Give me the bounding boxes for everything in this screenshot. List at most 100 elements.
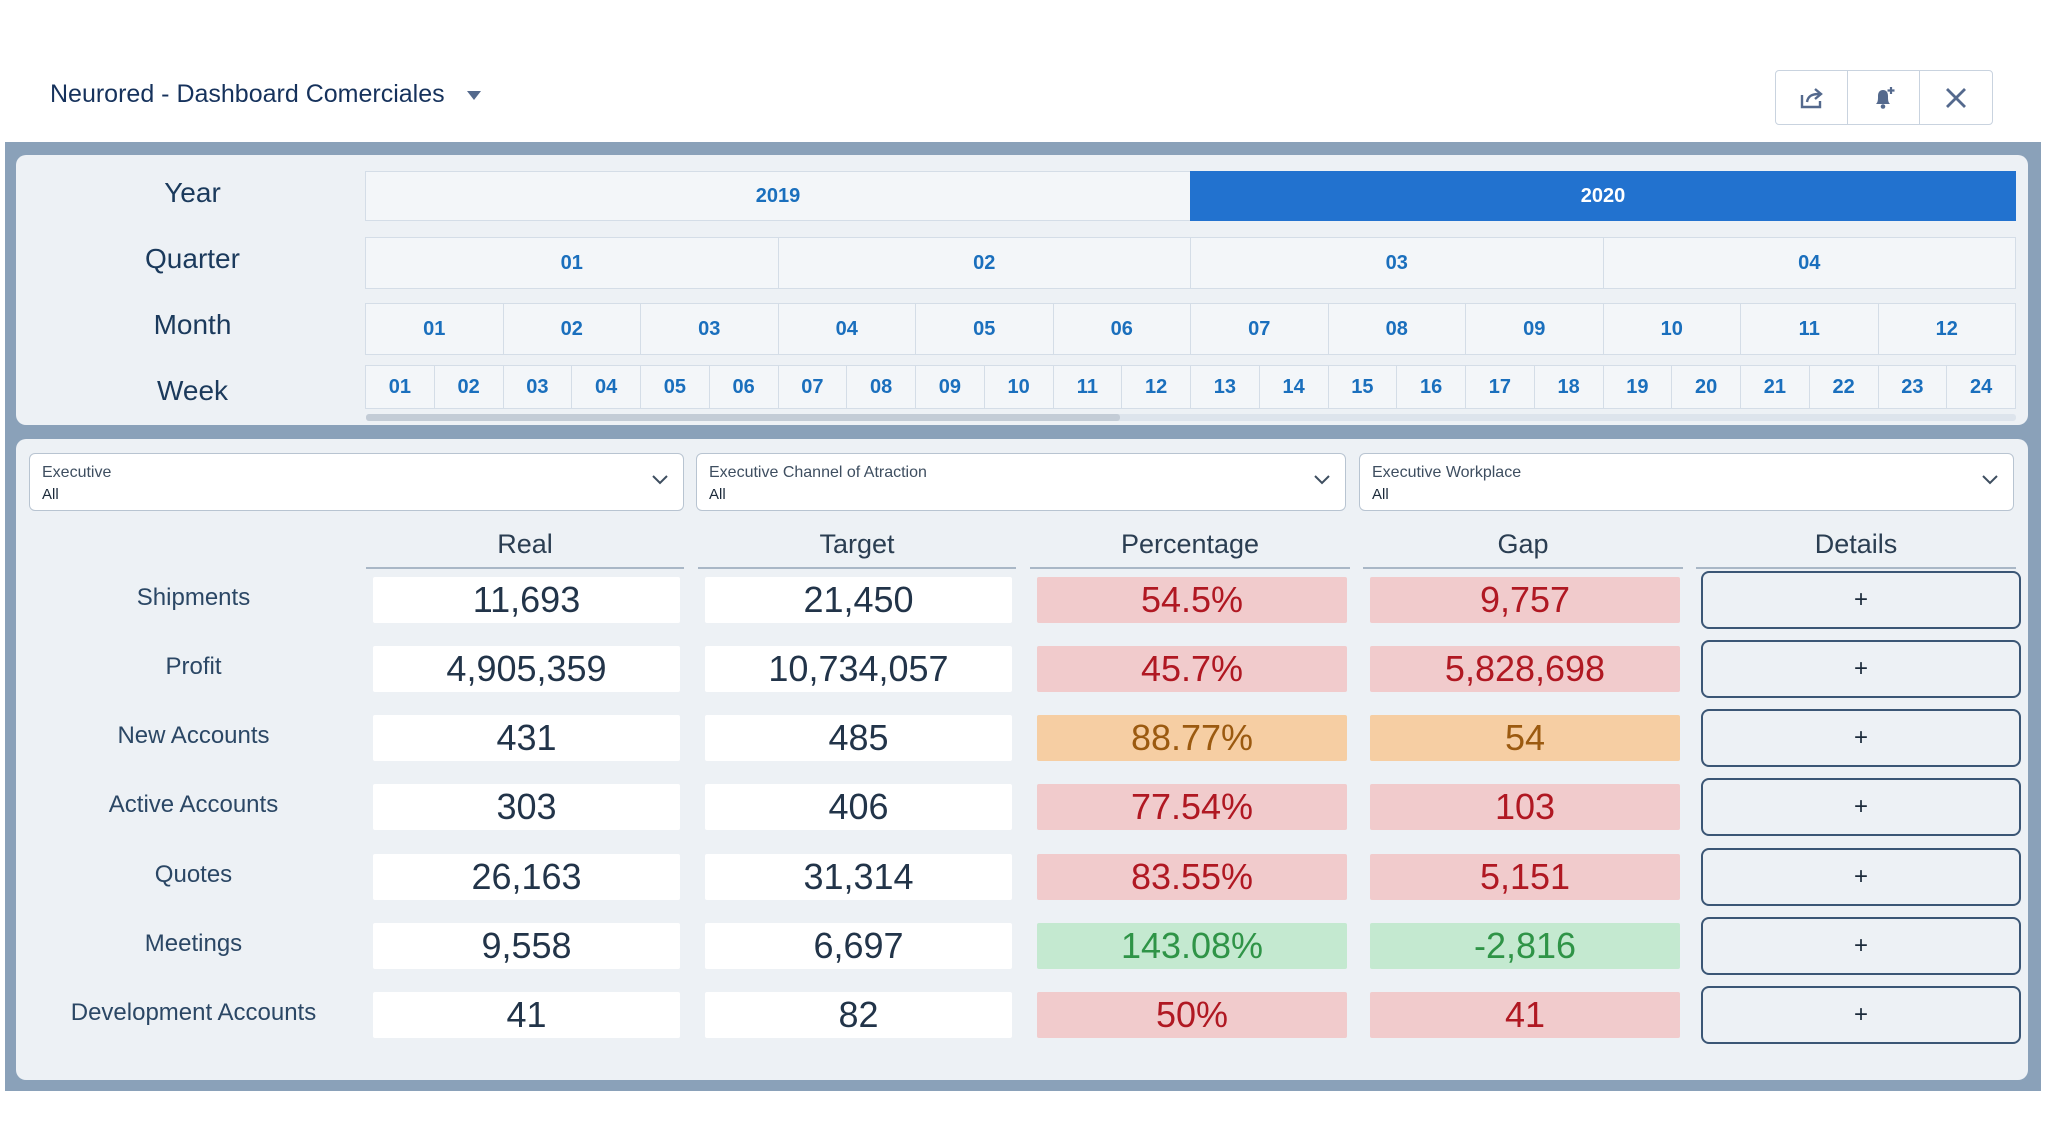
- caret-down-icon[interactable]: [466, 91, 481, 100]
- dropdown-label: Executive Workplace: [1372, 464, 1522, 481]
- week-option[interactable]: 09: [915, 365, 985, 409]
- week-option[interactable]: 07: [777, 365, 848, 409]
- channel-dropdown[interactable]: Executive Channel of Atraction All: [696, 453, 1346, 511]
- row-label: Quotes: [154, 861, 233, 888]
- week-option[interactable]: 04: [571, 365, 641, 409]
- percentage-value: 45.7%: [1037, 646, 1347, 692]
- gap-value: 9,757: [1370, 577, 1680, 623]
- workplace-dropdown[interactable]: Executive Workplace All: [1359, 453, 2014, 511]
- quarter-option[interactable]: 04: [1602, 237, 2016, 289]
- week-option[interactable]: 21: [1740, 365, 1810, 409]
- gap-value: 103: [1370, 784, 1680, 830]
- week-scrollbar-thumb[interactable]: [366, 414, 1120, 421]
- chevron-down-icon: [1982, 475, 1998, 485]
- week-option[interactable]: 16: [1396, 365, 1466, 409]
- month-option[interactable]: 09: [1465, 303, 1604, 355]
- details-button[interactable]: +: [1701, 917, 2021, 975]
- month-option[interactable]: 02: [502, 303, 641, 355]
- week-option[interactable]: 06: [708, 365, 779, 409]
- week-option[interactable]: 02: [433, 365, 504, 409]
- close-icon: [1946, 87, 1966, 108]
- dashboard-frame: Year Quarter Month Week 2019 2020 01 02 …: [5, 142, 2041, 1091]
- quarter-option[interactable]: 02: [777, 237, 1191, 289]
- percentage-value: 77.54%: [1037, 784, 1347, 830]
- row-label: Profit: [165, 653, 222, 680]
- week-option[interactable]: 12: [1121, 365, 1191, 409]
- month-option[interactable]: 07: [1190, 303, 1329, 355]
- details-button[interactable]: +: [1701, 640, 2021, 698]
- details-button[interactable]: +: [1701, 848, 2021, 906]
- month-option[interactable]: 10: [1602, 303, 1741, 355]
- year-option-2019[interactable]: 2019: [365, 171, 1191, 221]
- year-selector: 2019 2020: [365, 171, 2016, 221]
- target-value: 82: [705, 992, 1012, 1038]
- gap-value: 5,828,698: [1370, 646, 1680, 692]
- row-label: Active Accounts: [108, 791, 279, 818]
- week-option[interactable]: 17: [1465, 365, 1535, 409]
- real-value: 26,163: [373, 854, 680, 900]
- month-option[interactable]: 03: [640, 303, 779, 355]
- week-scrollbar[interactable]: [366, 414, 2016, 421]
- week-option[interactable]: 22: [1808, 365, 1879, 409]
- week-option[interactable]: 19: [1602, 365, 1673, 409]
- share-icon: [1800, 87, 1823, 108]
- dashboard-header: Neurored - Dashboard Comerciales: [5, 60, 2041, 142]
- week-option[interactable]: 10: [983, 365, 1054, 409]
- week-option[interactable]: 24: [1946, 365, 2016, 409]
- real-value: 303: [373, 784, 680, 830]
- quarter-label: Quarter: [145, 243, 240, 274]
- subscribe-button[interactable]: [1848, 71, 1920, 124]
- week-option[interactable]: 01: [365, 365, 435, 409]
- week-option[interactable]: 18: [1533, 365, 1604, 409]
- percentage-value: 50%: [1037, 992, 1347, 1038]
- row-label: Shipments: [136, 584, 251, 611]
- quarter-selector: 01 02 03 04: [365, 237, 2016, 289]
- real-value: 9,558: [373, 923, 680, 969]
- week-option[interactable]: 11: [1052, 365, 1123, 409]
- percentage-value: 54.5%: [1037, 577, 1347, 623]
- column-header-real: Real: [366, 529, 684, 569]
- week-selector: 01 02 03 04 05 06 07 08 09 10 11 12 13 1…: [365, 365, 2016, 409]
- column-header-target: Target: [698, 529, 1016, 569]
- month-option[interactable]: 06: [1052, 303, 1191, 355]
- kpi-panel: Executive All Executive Channel of Atrac…: [16, 439, 2028, 1080]
- year-option-2020[interactable]: 2020: [1190, 171, 2016, 221]
- week-option[interactable]: 23: [1877, 365, 1948, 409]
- real-value: 41: [373, 992, 680, 1038]
- week-option[interactable]: 15: [1327, 365, 1398, 409]
- target-value: 485: [705, 715, 1012, 761]
- dashboard-title: Neurored - Dashboard Comerciales: [50, 80, 445, 108]
- month-option[interactable]: 05: [915, 303, 1054, 355]
- date-filter-panel: Year Quarter Month Week 2019 2020 01 02 …: [16, 155, 2028, 425]
- chevron-down-icon: [1314, 475, 1330, 485]
- details-button[interactable]: +: [1701, 986, 2021, 1044]
- close-button[interactable]: [1920, 71, 1992, 124]
- real-value: 4,905,359: [373, 646, 680, 692]
- real-value: 11,693: [373, 577, 680, 623]
- month-option[interactable]: 04: [777, 303, 916, 355]
- week-label: Week: [156, 375, 229, 406]
- details-button[interactable]: +: [1701, 571, 2021, 629]
- quarter-option[interactable]: 01: [365, 237, 779, 289]
- week-option[interactable]: 14: [1258, 365, 1329, 409]
- week-option[interactable]: 13: [1190, 365, 1260, 409]
- month-option[interactable]: 08: [1327, 303, 1466, 355]
- share-button[interactable]: [1776, 71, 1848, 124]
- month-option[interactable]: 01: [365, 303, 504, 355]
- details-button[interactable]: +: [1701, 709, 2021, 767]
- quarter-option[interactable]: 03: [1190, 237, 1604, 289]
- dashboard-title-picker[interactable]: Neurored - Dashboard Comerciales: [50, 80, 481, 109]
- details-button[interactable]: +: [1701, 778, 2021, 836]
- executive-dropdown[interactable]: Executive All: [29, 453, 684, 511]
- column-header-gap: Gap: [1363, 529, 1683, 569]
- week-option[interactable]: 03: [502, 365, 573, 409]
- dropdown-value: All: [1372, 486, 1389, 503]
- month-option[interactable]: 11: [1740, 303, 1879, 355]
- week-option[interactable]: 20: [1671, 365, 1741, 409]
- month-selector: 01 02 03 04 05 06 07 08 09 10 11 12: [365, 303, 2016, 355]
- dropdown-label: Executive: [42, 464, 112, 481]
- notification-add-icon: [1875, 86, 1894, 109]
- week-option[interactable]: 08: [846, 365, 916, 409]
- month-option[interactable]: 12: [1877, 303, 2016, 355]
- week-option[interactable]: 05: [640, 365, 710, 409]
